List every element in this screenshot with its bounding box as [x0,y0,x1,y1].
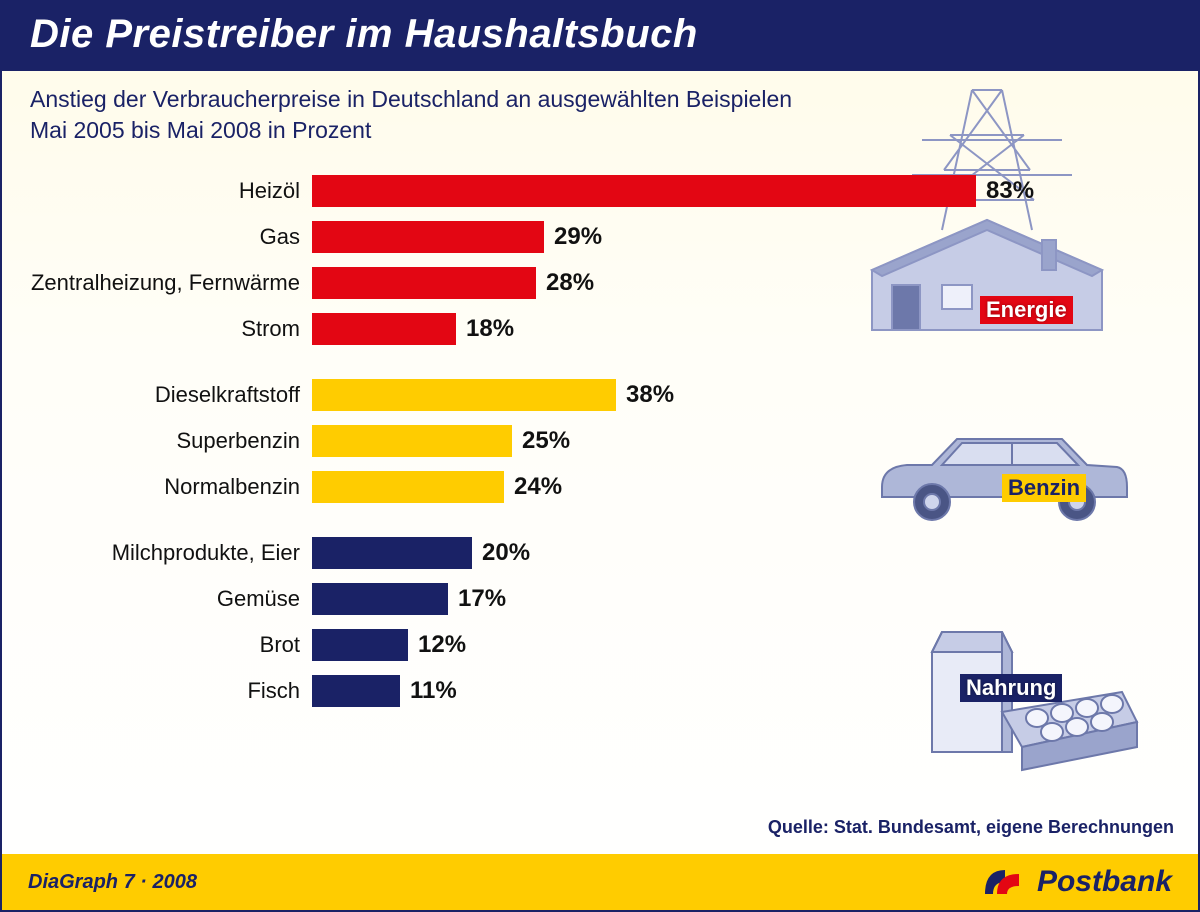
bar [312,471,504,503]
bar [312,537,472,569]
bar [312,629,408,661]
bar-value: 17% [448,583,506,615]
bar-row: Fisch 11% [2,672,1200,710]
subtitle-line-1: Anstieg der Verbraucherpreise in Deutsch… [30,84,792,115]
bar-row: Strom 18% [2,310,1200,348]
bar-track: 38% [312,379,1200,411]
bar [312,379,616,411]
bar-row: Gemüse 17% [2,580,1200,618]
bar-track: 20% [312,537,1200,569]
bar-group-nahrung: Milchprodukte, Eier 20% Gemüse 17% Brot 12% Fi… [2,534,1200,710]
bar-track: 11% [312,675,1200,707]
subtitle-line-2: Mai 2005 bis Mai 2008 in Prozent [30,115,792,146]
infographic-frame: Die Preistreiber im Haushaltsbuch Anstie… [0,0,1200,912]
bar-value: 83% [976,175,1034,207]
source-text: Quelle: Stat. Bundesamt, eigene Berechnu… [768,817,1174,838]
bar [312,221,544,253]
bar [312,425,512,457]
bar-value: 18% [456,313,514,345]
brand: Postbank [979,864,1172,900]
bar-value: 12% [408,629,466,661]
bar-row: Brot 12% [2,626,1200,664]
bar-label: Fisch [2,678,312,704]
bar-value: 25% [512,425,570,457]
bar-row: Superbenzin 25% [2,422,1200,460]
bar-value: 38% [616,379,674,411]
page-title: Die Preistreiber im Haushaltsbuch [30,12,698,56]
bar-track: 83% [312,175,1200,207]
bar-track: 29% [312,221,1200,253]
footer-left: DiaGraph 7 · 2008 [28,871,197,894]
bar-track: 24% [312,471,1200,503]
bar-row: Dieselkraftstoff 38% [2,376,1200,414]
bar-chart: Heizöl 83% Gas 29% Zentralheizung, Fernwärme… [2,172,1200,738]
bar-label: Superbenzin [2,428,312,454]
bar-value: 20% [472,537,530,569]
bar-track: 12% [312,629,1200,661]
footer-band: DiaGraph 7 · 2008 Postbank [2,854,1198,910]
bar [312,583,448,615]
bar-value: 24% [504,471,562,503]
bar-label: Strom [2,316,312,342]
bar-value: 29% [544,221,602,253]
bar-row: Milchprodukte, Eier 20% [2,534,1200,572]
bar-label: Zentralheizung, Fernwärme [2,270,312,296]
bar-track: 28% [312,267,1200,299]
bar-label: Milchprodukte, Eier [2,540,312,566]
bar-row: Heizöl 83% [2,172,1200,210]
bar-label: Brot [2,632,312,658]
postbank-logo-icon [979,864,1027,900]
bar-label: Dieselkraftstoff [2,382,312,408]
bar-track: 18% [312,313,1200,345]
bar-group-benzin: Dieselkraftstoff 38% Superbenzin 25% Normalb… [2,376,1200,506]
brand-name: Postbank [1037,865,1172,899]
bar-track: 25% [312,425,1200,457]
subtitle: Anstieg der Verbraucherpreise in Deutsch… [30,84,792,146]
bar [312,313,456,345]
bar [312,175,976,207]
bar-value: 28% [536,267,594,299]
bar-label: Gemüse [2,586,312,612]
bar-label: Gas [2,224,312,250]
bar-row: Normalbenzin 24% [2,468,1200,506]
bar [312,267,536,299]
bar-row: Gas 29% [2,218,1200,256]
title-band: Die Preistreiber im Haushaltsbuch [2,2,1198,71]
bar [312,675,400,707]
bar-value: 11% [400,675,457,707]
bar-label: Heizöl [2,178,312,204]
bar-group-energie: Heizöl 83% Gas 29% Zentralheizung, Fernwärme… [2,172,1200,348]
bar-row: Zentralheizung, Fernwärme 28% [2,264,1200,302]
bar-label: Normalbenzin [2,474,312,500]
bar-track: 17% [312,583,1200,615]
